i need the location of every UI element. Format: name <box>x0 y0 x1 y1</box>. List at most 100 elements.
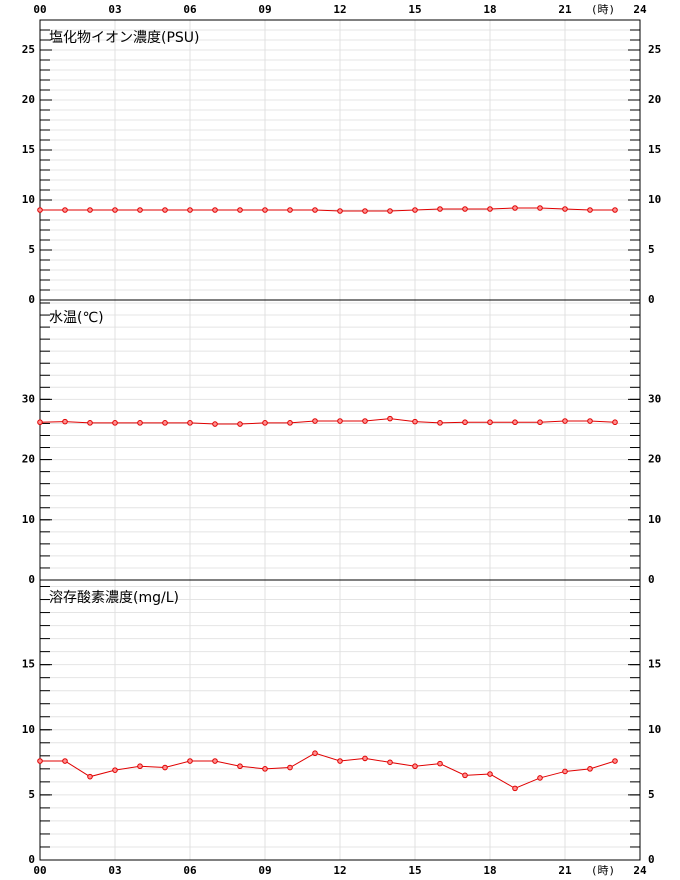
data-point <box>512 785 518 792</box>
data-point <box>287 207 293 213</box>
y-tick-label: 15 <box>22 658 35 671</box>
y-tick-label: 0 <box>648 293 655 306</box>
y-tick-label: 10 <box>22 723 35 736</box>
y-tick-label: 5 <box>28 788 35 801</box>
x-tick-label: 09 <box>258 3 271 16</box>
y-tick-label: 20 <box>22 93 35 106</box>
data-point <box>512 419 518 426</box>
data-point <box>62 418 68 425</box>
data-point <box>312 207 318 213</box>
data-point <box>337 418 343 424</box>
data-point <box>162 420 168 426</box>
x-tick-label: 12 <box>333 3 346 16</box>
y-tick-label: 10 <box>22 513 35 526</box>
y-tick-label: 25 <box>22 43 35 56</box>
data-point <box>212 207 218 213</box>
y-tick-label: 20 <box>648 93 661 106</box>
y-tick-label: 0 <box>648 853 655 866</box>
y-tick-label: 30 <box>22 392 35 405</box>
data-point <box>187 207 193 213</box>
data-line <box>40 207 615 212</box>
data-point <box>287 764 293 771</box>
data-point <box>237 421 243 427</box>
y-tick-label: 25 <box>648 43 661 56</box>
data-point <box>287 420 293 426</box>
data-point <box>562 768 568 775</box>
data-point <box>337 758 343 764</box>
data-point <box>412 763 418 770</box>
x-tick-label: 06 <box>183 3 197 16</box>
y-tick-label: 0 <box>648 573 655 586</box>
data-point <box>112 420 118 426</box>
y-tick-label: 5 <box>648 243 655 256</box>
x-tick-label: 00 <box>33 3 46 16</box>
data-point <box>587 207 593 213</box>
x-tick-label: 15 <box>408 864 421 877</box>
data-point <box>512 205 518 211</box>
data-point <box>37 207 43 213</box>
x-tick-label: 21 <box>558 3 572 16</box>
data-point <box>562 418 568 424</box>
x-tick-label: 09 <box>258 864 271 877</box>
data-point <box>212 421 218 427</box>
data-point <box>437 420 443 426</box>
data-point <box>187 420 193 426</box>
data-point <box>37 758 43 764</box>
y-tick-label: 15 <box>648 143 661 156</box>
data-point <box>112 767 118 773</box>
data-point <box>212 758 218 764</box>
data-point <box>362 418 368 424</box>
data-line <box>39 418 616 425</box>
data-point <box>187 758 193 764</box>
x-tick-label: 18 <box>483 864 496 877</box>
y-tick-label: 10 <box>648 723 661 736</box>
x-tick-label: 12 <box>333 864 346 877</box>
data-point <box>537 775 543 781</box>
data-point <box>487 206 493 212</box>
data-point <box>437 206 443 212</box>
data-point <box>587 766 593 772</box>
data-point <box>87 207 93 213</box>
y-tick-label: 20 <box>648 453 661 466</box>
y-tick-label: 5 <box>28 243 35 256</box>
data-point <box>237 763 243 770</box>
data-point <box>387 415 393 422</box>
y-tick-label: 10 <box>22 193 35 206</box>
data-point <box>612 207 618 213</box>
data-point <box>462 206 468 212</box>
data-point <box>337 208 343 214</box>
data-point <box>137 763 143 770</box>
plot-frame <box>39 579 641 861</box>
data-point <box>387 208 393 214</box>
data-point <box>312 418 318 424</box>
y-tick-label: 0 <box>28 573 35 586</box>
data-point <box>487 419 493 426</box>
data-point <box>62 758 68 764</box>
x-tick-label: 18 <box>483 3 496 16</box>
data-point <box>137 420 143 426</box>
y-tick-label: 15 <box>22 143 35 156</box>
y-tick-label: 0 <box>28 293 35 306</box>
data-point <box>162 764 168 771</box>
data-point <box>462 419 468 426</box>
x-tick-label: 24 <box>633 864 647 877</box>
data-point <box>412 418 418 425</box>
x-tick-label: 21 <box>558 864 572 877</box>
y-tick-label: 0 <box>28 853 35 866</box>
x-tick-label: 00 <box>33 864 46 877</box>
y-tick-label: 5 <box>648 788 655 801</box>
data-point <box>312 750 318 757</box>
data-point <box>487 771 493 777</box>
panel-title: 塩化物イオン濃度(PSU) <box>49 30 200 46</box>
data-line <box>40 752 616 789</box>
data-point <box>262 766 268 772</box>
data-point <box>87 773 93 780</box>
y-tick-label: 10 <box>648 193 661 206</box>
y-tick-label: 20 <box>22 453 35 466</box>
data-point <box>162 207 168 213</box>
x-unit: (時) <box>591 864 615 877</box>
y-tick-label: 10 <box>648 513 661 526</box>
data-point <box>462 772 468 779</box>
data-point <box>37 419 43 426</box>
